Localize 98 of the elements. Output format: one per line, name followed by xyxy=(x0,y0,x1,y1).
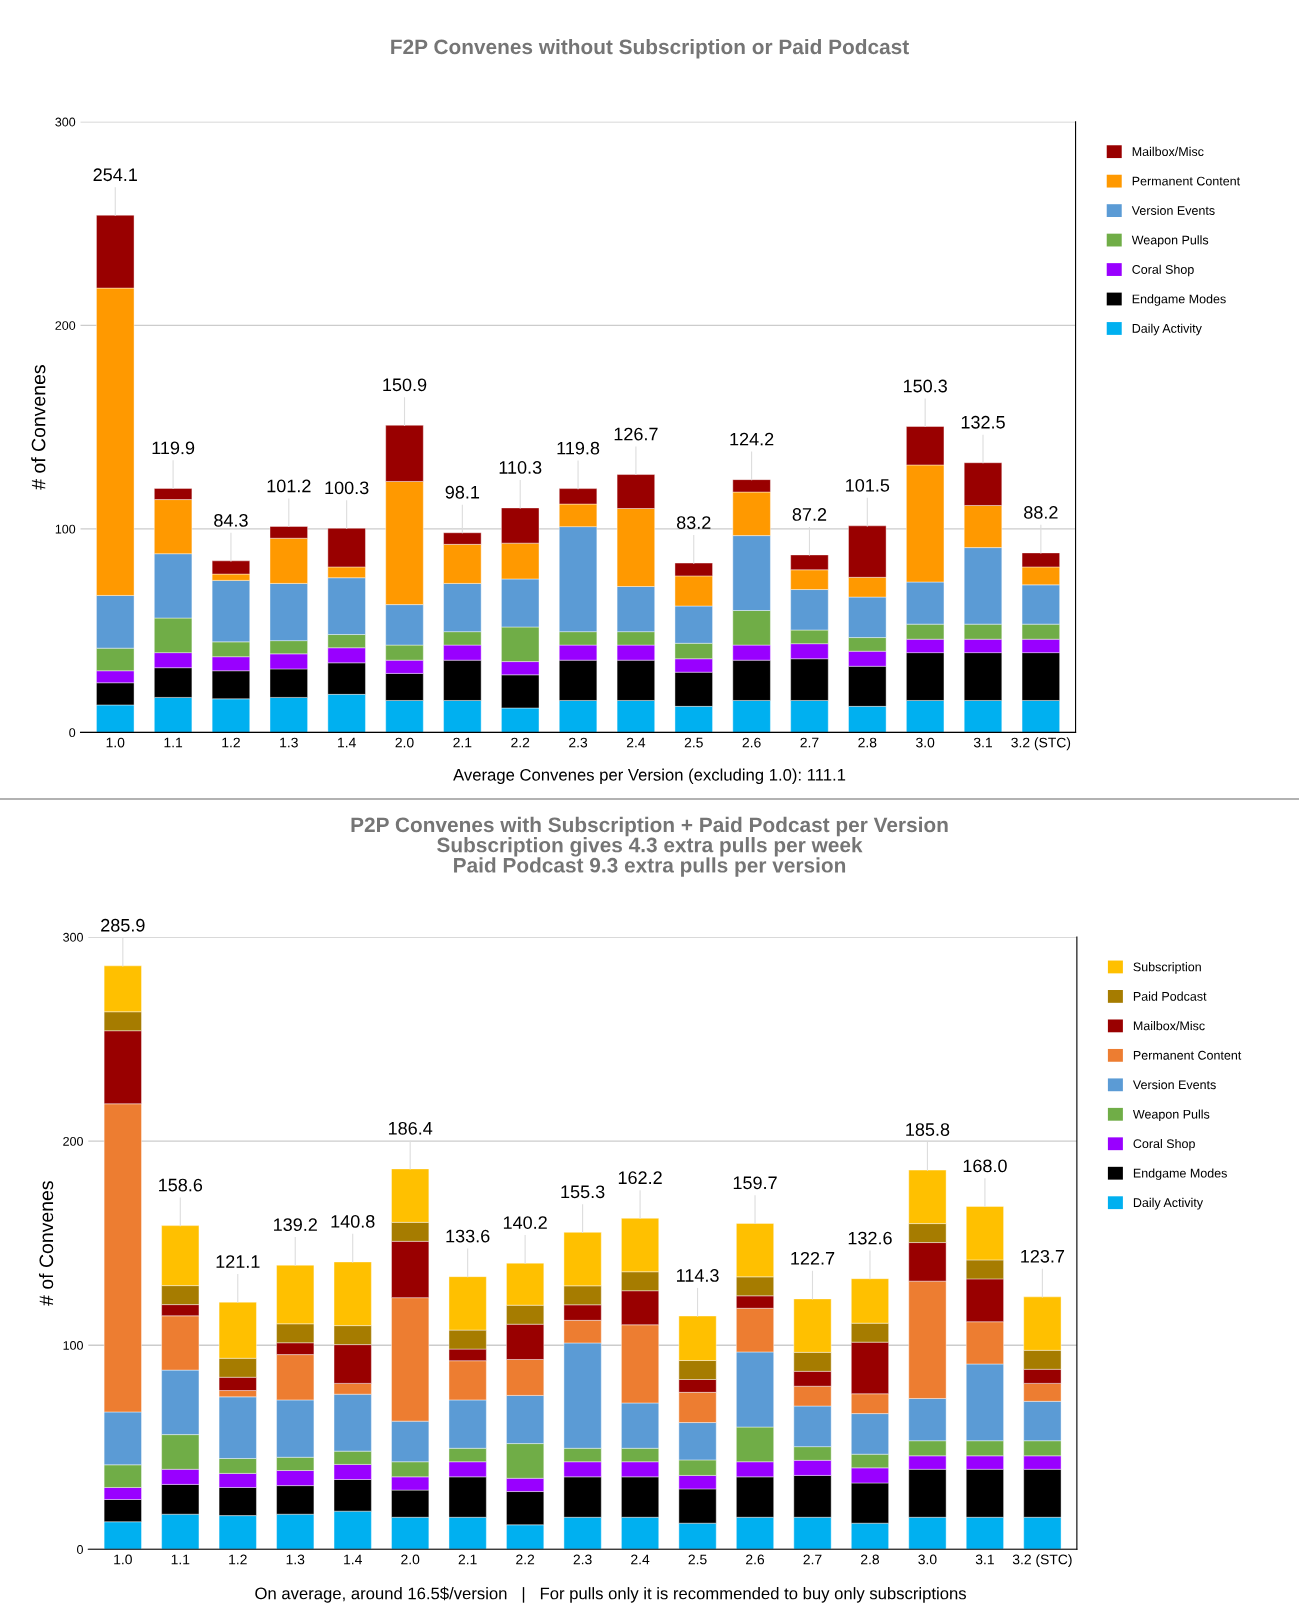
x-tick-label: 3.1 xyxy=(975,1554,994,1565)
total-label: 101.2 xyxy=(267,479,311,493)
x-tick-label: 3.0 xyxy=(918,1554,937,1565)
total-label: 122.7 xyxy=(791,1251,835,1265)
y-axis-title: # of Convenes xyxy=(38,1181,54,1306)
x-tick-label: 3.0 xyxy=(916,737,935,748)
x-tick-label: 1.2 xyxy=(229,1554,247,1565)
y-tick-label: 200 xyxy=(55,321,76,330)
legend-label: Version Events xyxy=(1132,1079,1216,1090)
total-label: 121.1 xyxy=(216,1255,260,1268)
total-label: 162.2 xyxy=(618,1171,662,1185)
x-tick-label: 2.7 xyxy=(803,1554,822,1565)
x-tick-label: 2.6 xyxy=(746,1554,765,1565)
legend-label: Weapon Pulls xyxy=(1132,1109,1210,1122)
total-label: 114.3 xyxy=(677,1269,719,1282)
total-label: 186.4 xyxy=(388,1121,433,1135)
total-label: 126.7 xyxy=(614,427,658,441)
x-tick-label: 1.0 xyxy=(106,737,125,748)
total-label: 110.3 xyxy=(499,461,542,474)
total-label: 133.6 xyxy=(446,1229,490,1243)
total-label: 139.2 xyxy=(274,1218,317,1232)
total-label: 254.1 xyxy=(93,168,137,182)
chart-title: F2P Convenes without Subscription or Paid Podcast xyxy=(391,38,909,59)
x-tick-label: 2.0 xyxy=(395,737,414,748)
x-tick-label: 2.8 xyxy=(861,1554,880,1565)
total-label: 140.2 xyxy=(503,1216,547,1229)
legend-label: Endgame Modes xyxy=(1132,294,1226,306)
y-axis-title: # of Convenes xyxy=(31,365,46,490)
x-tick-label: 1.3 xyxy=(280,737,298,748)
legend-label: Endgame Modes xyxy=(1133,1168,1227,1181)
x-tick-label: 2.4 xyxy=(631,1554,650,1565)
total-label: 123.7 xyxy=(1021,1249,1065,1263)
total-label: 285.9 xyxy=(101,918,145,932)
y-tick-label: 200 xyxy=(63,1136,83,1146)
x-tick-label: 2.8 xyxy=(858,737,877,748)
total-label: 132.6 xyxy=(848,1231,892,1245)
legend-label: Paid Podcast xyxy=(1133,991,1207,1001)
total-label: 155.3 xyxy=(561,1185,605,1199)
total-label: 150.9 xyxy=(383,378,427,392)
total-label: 132.5 xyxy=(961,415,1005,429)
text: Average Convenes per Version (excluding 1.0): 111.1 xyxy=(453,768,846,785)
legend-label: Daily Activity xyxy=(1133,1197,1204,1210)
total-label: 119.9 xyxy=(152,441,195,455)
y-tick-label: 100 xyxy=(63,1341,83,1350)
legend-label: Coral Shop xyxy=(1133,1138,1195,1151)
x-tick-label: 2.6 xyxy=(742,737,761,748)
x-tick-label: 3.2 (STC) xyxy=(1011,737,1071,751)
legend-label: Daily Activity xyxy=(1132,323,1202,336)
total-label: 98.1 xyxy=(445,485,480,499)
total-label: 140.8 xyxy=(331,1214,375,1228)
text: On average, around 16.5$/version | For pulls only it is recommended to buy only subscriptions xyxy=(255,1586,966,1603)
legend-label: Subscription xyxy=(1133,962,1201,974)
total-label: 159.7 xyxy=(733,1176,777,1190)
x-tick-label: 1.1 xyxy=(171,1554,190,1565)
total-label: 150.3 xyxy=(903,379,947,393)
legend-label: Coral Shop xyxy=(1132,264,1194,277)
total-label: 87.2 xyxy=(792,508,827,521)
y-tick-label: 300 xyxy=(63,932,83,942)
x-tick-label: 1.0 xyxy=(114,1554,132,1565)
total-label: 100.3 xyxy=(325,481,369,495)
legend-label: Weapon Pulls xyxy=(1131,235,1209,247)
total-label: 124.2 xyxy=(730,432,774,446)
x-tick-label: 2.3 xyxy=(569,737,588,748)
x-tick-label: 2.2 xyxy=(516,1554,535,1565)
x-tick-label: 1.1 xyxy=(164,737,183,748)
total-label: 158.6 xyxy=(159,1178,203,1192)
total-label: 101.5 xyxy=(846,478,890,492)
legend-label: Version Events xyxy=(1131,205,1215,215)
total-label: 185.8 xyxy=(906,1123,950,1136)
x-tick-label: 1.2 xyxy=(222,737,240,748)
legend-label: Mailbox/Misc xyxy=(1133,1021,1205,1031)
x-tick-label: 1.3 xyxy=(286,1554,305,1565)
x-tick-label: 2.0 xyxy=(401,1554,420,1565)
x-tick-label: 2.1 xyxy=(453,737,472,748)
x-tick-label: 3.2 (STC) xyxy=(1012,1554,1072,1568)
x-tick-label: 2.7 xyxy=(800,737,819,748)
x-tick-label: 2.5 xyxy=(688,1554,707,1565)
x-tick-label: 2.4 xyxy=(626,737,646,748)
y-tick-label: 0 xyxy=(69,728,76,738)
legend-label: Permanent Content xyxy=(1133,1050,1242,1060)
legend-label: Mailbox/Misc xyxy=(1132,146,1204,157)
legend-label: Permanent Content xyxy=(1132,176,1241,186)
total-label: 83.2 xyxy=(676,516,711,529)
chart-title: P2P Convenes with Subscription + Paid Podcast per Version Subscription gives 4.3 extra pulls per week Paid Podcast 9.3 extra pulls per version xyxy=(351,816,948,877)
x-tick-label: 2.1 xyxy=(458,1554,477,1565)
x-tick-label: 1.4 xyxy=(338,737,356,748)
total-label: 84.3 xyxy=(214,513,248,527)
x-tick-label: 2.5 xyxy=(684,737,703,748)
x-tick-label: 1.4 xyxy=(344,1554,362,1565)
total-label: 88.2 xyxy=(1024,506,1058,519)
total-label: 168.0 xyxy=(963,1159,1007,1173)
x-tick-label: 2.3 xyxy=(573,1554,592,1565)
y-tick-label: 100 xyxy=(55,524,76,534)
x-tick-label: 3.1 xyxy=(973,737,992,748)
y-tick-label: 0 xyxy=(77,1545,83,1554)
x-tick-label: 2.2 xyxy=(511,737,530,748)
total-label: 119.8 xyxy=(557,441,600,455)
y-tick-label: 300 xyxy=(55,117,76,127)
